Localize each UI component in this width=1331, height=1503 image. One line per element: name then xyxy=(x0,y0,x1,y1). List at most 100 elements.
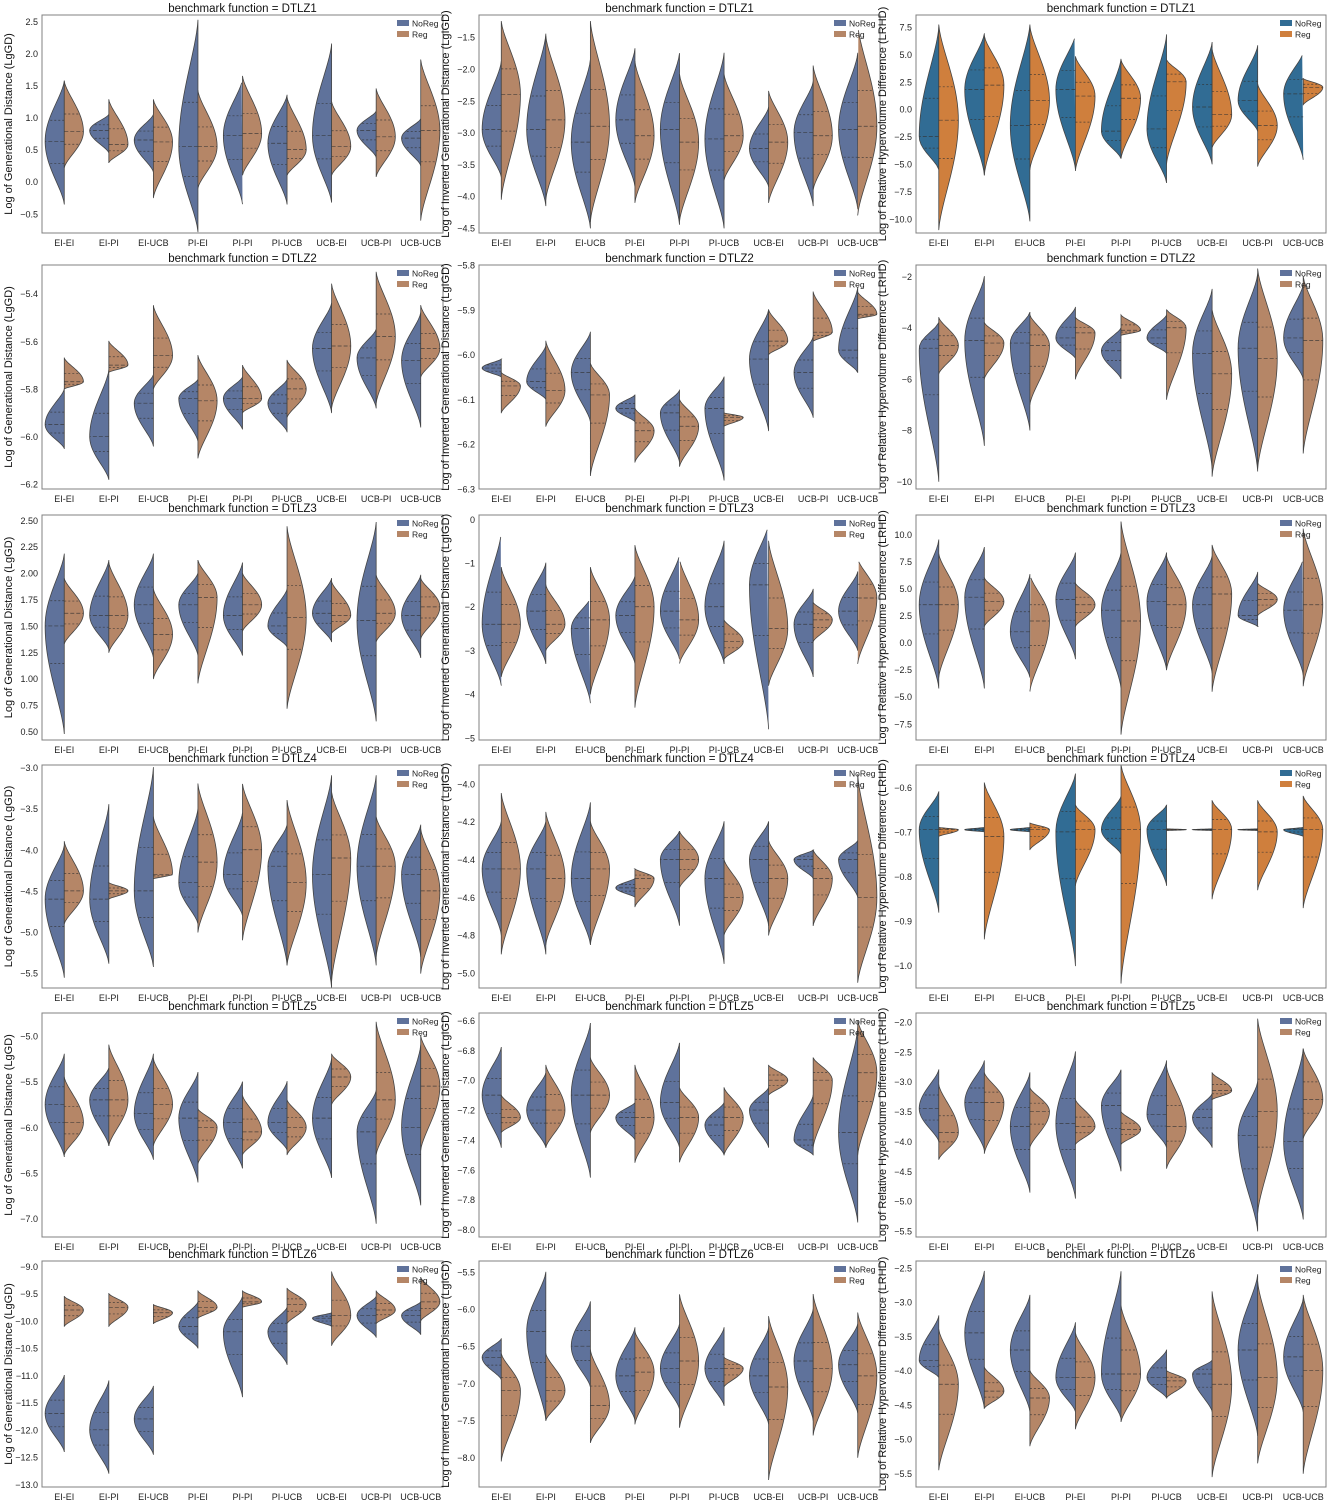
x-tick-label: PI-EI xyxy=(625,238,645,248)
violin-noreg-UCB-UCB xyxy=(838,1323,859,1414)
legend-label: NoReg xyxy=(412,269,439,279)
violin-reg-PI-EI xyxy=(196,1290,218,1319)
legend-swatch xyxy=(834,1018,846,1024)
x-tick-label: UCB-UCB xyxy=(1283,1242,1324,1252)
plot-frame xyxy=(41,264,444,490)
violin-noreg-PI-UCB xyxy=(704,540,725,664)
violin-reg-PI-EI xyxy=(634,61,655,203)
violin-noreg-PI-EI xyxy=(1055,38,1076,170)
y-axis-label: Log of Inverted Generational Distance (L… xyxy=(440,10,452,237)
violin-noreg-EI-UCB xyxy=(570,1023,591,1178)
x-tick-label: UCB-EI xyxy=(1197,238,1228,248)
legend-swatch xyxy=(1280,531,1292,537)
x-tick-label: UCB-EI xyxy=(316,1492,347,1502)
panel-title: benchmark function = DTLZ4 xyxy=(1047,753,1196,765)
violin-noreg-EI-UCB xyxy=(1009,24,1031,222)
violin-reg-UCB-PI xyxy=(1257,1018,1278,1214)
x-tick-label: UCB-PI xyxy=(361,745,392,755)
violin-reg-UCB-UCB xyxy=(1302,528,1324,686)
x-tick-label: EI-PI xyxy=(99,745,119,755)
violin-reg-PI-PI xyxy=(679,74,700,222)
y-axis-label: Log of Generational Distance (LgGD) xyxy=(3,1034,15,1216)
x-tick-label: EI-EI xyxy=(491,1242,511,1252)
x-tick-label: EI-UCB xyxy=(138,745,169,755)
violin-reg-EI-PI xyxy=(545,584,566,651)
violin-noreg-PI-PI xyxy=(659,557,680,660)
violin-noreg-UCB-EI xyxy=(749,309,770,432)
violin-noreg-EI-EI xyxy=(481,821,502,936)
y-tick-label: −6.8 xyxy=(457,1046,475,1056)
x-tick-label: UCB-EI xyxy=(753,1242,784,1252)
legend-label: NoReg xyxy=(849,269,876,279)
legend-label: Reg xyxy=(412,280,428,290)
violin-reg-UCB-EI xyxy=(768,90,789,203)
legend-swatch xyxy=(397,531,409,537)
violin-reg-PI-EI xyxy=(1075,316,1096,380)
panel-4: benchmark function = DTLZ2 −6.2 −6.0 −5.8 −5… xyxy=(3,253,444,504)
legend-swatch xyxy=(1280,281,1292,287)
x-tick-label: UCB-PI xyxy=(1242,993,1273,1003)
legend-swatch xyxy=(397,270,409,276)
x-tick-label: UCB-PI xyxy=(798,1492,829,1502)
x-tick-label: EI-PI xyxy=(536,1242,556,1252)
violin-noreg-EI-PI xyxy=(526,821,547,955)
y-axis-label: Log of Relative Hypervolume Difference (… xyxy=(877,260,889,495)
violin-noreg-EI-EI xyxy=(918,322,940,482)
y-tick-label: −7.0 xyxy=(457,1379,475,1389)
legend-label: NoReg xyxy=(849,769,876,779)
x-tick-label: PI-UCB xyxy=(272,993,303,1003)
violin-reg-EI-PI xyxy=(545,1353,566,1421)
panel-title: benchmark function = DTLZ3 xyxy=(605,503,754,515)
legend-swatch xyxy=(1280,1029,1292,1035)
panel-6: benchmark function = DTLZ2 −10 −8 −6 −4 −2 EI-… xyxy=(877,253,1327,504)
x-tick-label: UCB-EI xyxy=(753,494,784,504)
y-tick-label: −6.6 xyxy=(457,1016,475,1026)
violin-reg-EI-PI xyxy=(983,322,1005,380)
y-tick-label: −6 xyxy=(902,374,912,384)
violin-reg-UCB-PI xyxy=(375,574,396,643)
violin-reg-EI-UCB xyxy=(1029,1370,1050,1446)
x-tick-label: UCB-PI xyxy=(1242,238,1273,248)
y-axis-label: Log of Generational Distance (LgGD) xyxy=(3,286,15,468)
legend-label: Reg xyxy=(412,530,428,540)
x-tick-label: PI-UCB xyxy=(1151,238,1182,248)
violin-noreg-UCB-EI xyxy=(312,775,333,989)
violin-noreg-UCB-UCB xyxy=(838,840,859,898)
x-tick-label: PI-EI xyxy=(188,745,208,755)
violin-reg-UCB-UCB xyxy=(857,774,878,983)
y-tick-label: −3.0 xyxy=(20,763,38,773)
violin-reg-EI-EI xyxy=(63,841,84,925)
panel-18: benchmark function = DTLZ6 −5.5 −5.0 −4.5 −4… xyxy=(877,1249,1327,1502)
x-tick-label: PI-PI xyxy=(232,494,252,504)
legend-swatch xyxy=(1280,781,1292,787)
x-tick-label: UCB-UCB xyxy=(400,494,441,504)
violin-noreg-EI-UCB xyxy=(133,553,154,659)
x-tick-label: EI-EI xyxy=(929,494,949,504)
x-tick-label: UCB-UCB xyxy=(1283,238,1324,248)
y-tick-label: −6.2 xyxy=(457,440,475,450)
violin-noreg-EI-PI xyxy=(89,113,110,154)
legend-swatch xyxy=(397,1029,409,1035)
violin-noreg-PI-UCB xyxy=(1146,314,1167,355)
y-tick-label: −5.5 xyxy=(894,1227,912,1237)
y-axis-label: Log of Generational Distance (LgGD) xyxy=(3,786,15,968)
y-tick-label: −3.0 xyxy=(894,1298,912,1308)
y-tick-label: 1.0 xyxy=(25,113,38,123)
y-tick-label: −3.5 xyxy=(894,1332,912,1342)
plot-frame xyxy=(478,764,881,989)
violin-noreg-PI-UCB xyxy=(267,378,288,433)
x-tick-label: UCB-PI xyxy=(798,745,829,755)
violin-reg-PI-PI xyxy=(679,1087,700,1163)
y-tick-label: 0 xyxy=(470,515,475,525)
plot-frame xyxy=(41,1260,444,1488)
violin-reg-UCB-EI xyxy=(1211,309,1233,477)
violin-reg-EI-PI xyxy=(108,1044,129,1146)
y-tick-label: −5.5 xyxy=(457,1268,475,1278)
violin-reg-UCB-EI xyxy=(768,540,789,686)
violin-reg-EI-EI xyxy=(938,553,959,678)
y-tick-label: 1.75 xyxy=(20,595,38,605)
violin-noreg-PI-EI xyxy=(178,1072,199,1183)
x-tick-label: EI-EI xyxy=(929,1242,949,1252)
y-tick-label: −7.6 xyxy=(457,1165,475,1175)
violin-noreg-UCB-EI xyxy=(312,302,333,414)
